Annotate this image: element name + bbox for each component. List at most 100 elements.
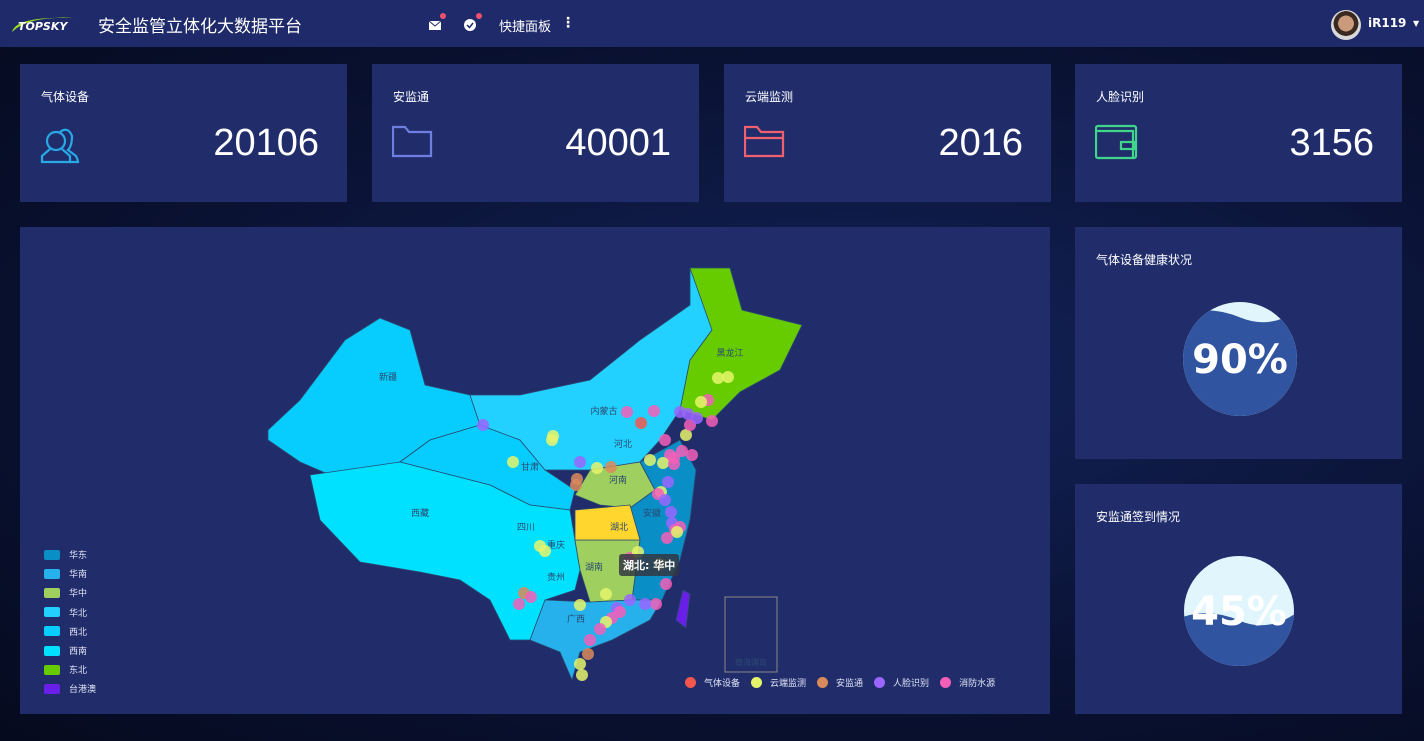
scatter-point-安监通[interactable] — [582, 648, 594, 660]
legend-swatch — [44, 683, 60, 694]
scatter-point-云端监测[interactable] — [539, 545, 551, 557]
scatter-point-云端监测[interactable] — [695, 396, 707, 408]
app-title: 安全监管立体化大数据平台 — [98, 17, 302, 37]
legend-item[interactable]: 西南 — [44, 641, 96, 660]
scatter-point-人脸识别[interactable] — [639, 598, 651, 610]
scatter-point-云端监测[interactable] — [657, 457, 669, 469]
scatter-point-消防水源[interactable] — [686, 449, 698, 461]
scatter-point-云端监测[interactable] — [576, 669, 588, 681]
card-cloud-monitoring[interactable]: 云端监测 2016 — [724, 64, 1051, 202]
scatter-point-人脸识别[interactable] — [477, 419, 489, 431]
legend-item[interactable]: 台港澳 — [44, 679, 96, 698]
province-label: 西藏 — [411, 507, 429, 519]
series-legend: 气体设备 云端监测 安监通 人脸识别 消防水源 — [685, 676, 1006, 689]
scatter-point-消防水源[interactable] — [676, 445, 688, 457]
scatter-point-消防水源[interactable] — [659, 434, 671, 446]
series-label: 云端监测 — [770, 679, 807, 689]
check-circle-icon[interactable] — [464, 13, 482, 31]
liquid-fill — [1183, 310, 1297, 416]
quick-panel-menu[interactable]: 快捷面板 — [499, 20, 552, 35]
series-legend-item[interactable]: 云端监测 — [751, 676, 806, 689]
scatter-point-人脸识别[interactable] — [691, 412, 703, 424]
province-label: 湖南 — [585, 561, 603, 573]
scatter-point-云端监测[interactable] — [507, 456, 519, 468]
series-dot — [940, 677, 952, 688]
province-label: 广西 — [567, 613, 585, 625]
scatter-point-安监通[interactable] — [571, 473, 583, 485]
inset-label: 南海诸岛 — [735, 657, 767, 667]
scatter-point-云端监测[interactable] — [671, 526, 683, 538]
scatter-point-人脸识别[interactable] — [662, 476, 674, 488]
series-legend-item[interactable]: 人脸识别 — [874, 676, 929, 689]
legend-item[interactable]: 华中 — [44, 583, 96, 602]
more-vertical-icon[interactable]: ⋮ — [561, 15, 575, 31]
card-face-recognition[interactable]: 人脸识别 3156 — [1075, 64, 1402, 202]
series-dot — [685, 677, 696, 688]
scatter-point-人脸识别[interactable] — [574, 456, 586, 468]
legend-label: 西北 — [69, 627, 88, 638]
scatter-point-云端监测[interactable] — [574, 658, 586, 670]
avatar[interactable] — [1331, 10, 1361, 40]
legend-item[interactable]: 西北 — [44, 622, 96, 641]
province-hubei[interactable] — [574, 504, 641, 541]
scatter-point-消防水源[interactable] — [513, 598, 525, 610]
region-东北[interactable] — [679, 267, 803, 421]
gas-health-panel: 气体设备健康状况 90% — [1075, 227, 1402, 459]
series-legend-item[interactable]: 消防水源 — [940, 676, 995, 689]
legend-swatch — [44, 549, 60, 560]
card-value: 3156 — [1289, 122, 1374, 164]
scatter-point-消防水源[interactable] — [525, 591, 537, 603]
scatter-point-消防水源[interactable] — [594, 623, 606, 635]
scatter-point-人脸识别[interactable] — [659, 494, 671, 506]
scatter-point-云端监测[interactable] — [574, 599, 586, 611]
svg-text:TOPSKY: TOPSKY — [18, 20, 68, 33]
scatter-point-云端监测[interactable] — [600, 588, 612, 600]
scatter-point-消防水源[interactable] — [648, 405, 660, 417]
scatter-point-消防水源[interactable] — [668, 458, 680, 470]
panel-title: 安监通签到情况 — [1096, 510, 1181, 524]
topsky-logo[interactable]: TOPSKY — [8, 10, 78, 36]
series-legend-item[interactable]: 气体设备 — [685, 676, 740, 689]
scatter-point-消防水源[interactable] — [650, 598, 662, 610]
scatter-point-消防水源[interactable] — [706, 415, 718, 427]
scatter-point-消防水源[interactable] — [660, 578, 672, 590]
series-label: 人脸识别 — [893, 679, 930, 689]
series-legend-item[interactable]: 安监通 — [817, 676, 863, 689]
scatter-point-安监通[interactable] — [605, 461, 617, 473]
map-panel: 新疆 西藏 内蒙古 黑龙江 甘肃 四川 贵州 湖北 湖南 河南 河北 安徽 重庆 广西 南海诸岛 华东 华南华… — [20, 227, 1050, 714]
card-label: 云端监测 — [745, 90, 794, 104]
legend-swatch — [44, 645, 60, 656]
gauge-value: 90% — [1192, 337, 1288, 383]
legend-item[interactable]: 华北 — [44, 603, 96, 622]
scatter-point-人脸识别[interactable] — [665, 506, 677, 518]
scatter-point-消防水源[interactable] — [621, 406, 633, 418]
scatter-point-人脸识别[interactable] — [674, 406, 686, 418]
caret-down-icon[interactable]: ▼ — [1413, 19, 1420, 28]
liquid-fill — [1184, 613, 1294, 666]
scatter-point-云端监测[interactable] — [722, 371, 734, 383]
scatter-point-人脸识别[interactable] — [624, 594, 636, 606]
card-anjiantong[interactable]: 安监通 40001 — [372, 64, 699, 202]
province-label: 重庆 — [547, 539, 565, 551]
scatter-point-消防水源[interactable] — [661, 532, 673, 544]
region-legend: 华东华南华中 华北西北西南 东北 台港澳 — [44, 545, 96, 699]
panel-title: 气体设备健康状况 — [1096, 253, 1193, 267]
scatter-point-消防水源[interactable] — [584, 634, 596, 646]
username[interactable]: iR119 — [1368, 16, 1407, 30]
legend-item[interactable]: 华东 — [44, 545, 96, 564]
scatter-point-气体设备[interactable] — [635, 417, 647, 429]
mail-icon[interactable] — [428, 13, 446, 30]
legend-item[interactable]: 东北 — [44, 660, 96, 679]
scatter-point-云端监测[interactable] — [591, 462, 603, 474]
legend-label: 华南 — [69, 570, 88, 581]
scatter-point-云端监测[interactable] — [644, 454, 656, 466]
card-value: 40001 — [565, 122, 671, 164]
card-gas-devices[interactable]: 气体设备 20106 — [20, 64, 347, 202]
scatter-point-云端监测[interactable] — [546, 434, 558, 446]
region-台港澳[interactable] — [675, 589, 691, 629]
legend-item[interactable]: 华南 — [44, 564, 96, 583]
scatter-point-云端监测[interactable] — [712, 372, 724, 384]
scatter-point-云端监测[interactable] — [680, 429, 692, 441]
wallet-icon — [1095, 124, 1138, 160]
